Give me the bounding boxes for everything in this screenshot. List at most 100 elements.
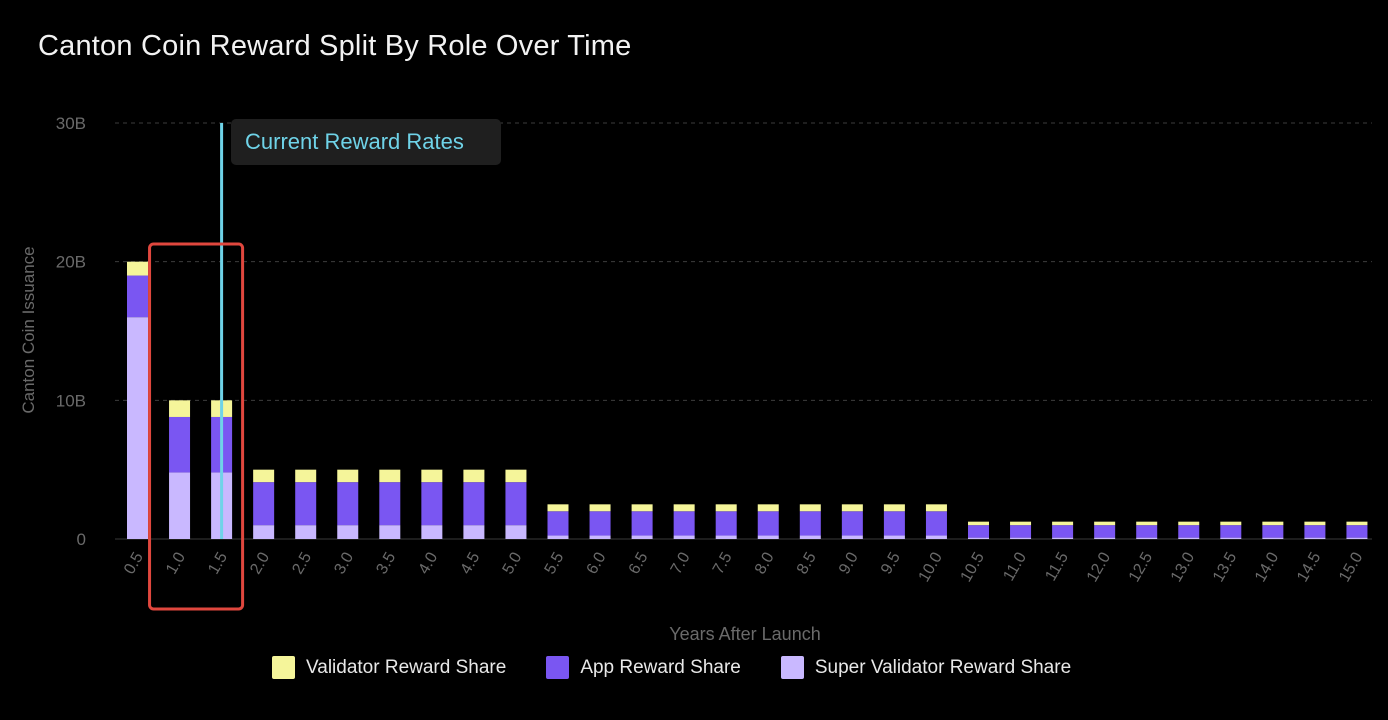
bar-segment xyxy=(1052,525,1074,538)
bar-segment xyxy=(715,535,737,539)
bar-segment xyxy=(1220,537,1242,539)
bar-segment xyxy=(1136,521,1158,526)
bar-segment xyxy=(505,482,527,526)
x-tick-label: 5.0 xyxy=(500,549,526,577)
bar-stack xyxy=(968,521,989,539)
bar-segment xyxy=(547,535,569,539)
bar-segment xyxy=(379,482,401,526)
bar-segment xyxy=(379,469,401,483)
annotation-box xyxy=(231,119,501,165)
y-tick-label: 20B xyxy=(56,253,86,272)
bar-stack xyxy=(1220,521,1242,539)
bar-stack xyxy=(1010,521,1032,539)
y-tick-label: 0 xyxy=(77,530,86,549)
bar-stack xyxy=(799,504,821,539)
bar-segment xyxy=(337,525,359,539)
x-tick-label: 13.0 xyxy=(1168,549,1198,585)
x-tick-label: 15.0 xyxy=(1336,549,1366,585)
x-tick-label: 3.0 xyxy=(331,549,357,577)
y-axis-label: Canton Coin Issuance xyxy=(19,246,38,413)
bar-segment xyxy=(1262,537,1284,539)
y-tick-label: 30B xyxy=(56,114,86,133)
y-tick-label: 10B xyxy=(56,391,86,410)
bar-segment xyxy=(1094,525,1116,538)
bar-segment xyxy=(841,504,863,512)
x-tick-label: 1.0 xyxy=(163,549,189,577)
bar-segment xyxy=(253,469,275,483)
x-tick-label: 8.0 xyxy=(752,549,778,577)
x-tick-label: 3.5 xyxy=(373,549,399,577)
bar-stack xyxy=(925,504,947,539)
bar-stack xyxy=(463,469,485,539)
bar-segment xyxy=(1010,521,1032,526)
bar-segment xyxy=(1178,537,1200,539)
bar-stack xyxy=(379,469,401,539)
y-axis-ticks: 0 10B 20B 30B xyxy=(56,114,86,549)
x-tick-label: 11.0 xyxy=(1000,549,1030,584)
x-tick-label: 2.0 xyxy=(247,549,273,577)
legend-label: Super Validator Reward Share xyxy=(814,656,1072,678)
x-tick-label: 7.5 xyxy=(710,549,736,577)
bar-segment xyxy=(841,535,863,539)
bar-segment xyxy=(421,469,443,483)
bar-segment xyxy=(127,317,148,539)
legend-swatch xyxy=(272,656,295,679)
x-tick-label: 0.5 xyxy=(121,549,147,577)
x-tick-label: 7.0 xyxy=(668,549,694,577)
annotation-label: Current Reward Rates xyxy=(245,129,464,154)
x-tick-label: 6.0 xyxy=(584,549,610,577)
bar-segment xyxy=(547,504,569,512)
bar-segment xyxy=(757,511,779,536)
x-tick-label: 13.5 xyxy=(1210,549,1240,585)
x-tick-label: 4.5 xyxy=(458,549,484,577)
x-tick-label: 14.0 xyxy=(1252,549,1282,585)
bar-segment xyxy=(505,469,527,483)
x-tick-label: 14.5 xyxy=(1294,549,1324,585)
bar-segment xyxy=(295,525,317,539)
bar-segment xyxy=(463,525,485,539)
bar-segment xyxy=(883,535,905,539)
bar-segment xyxy=(127,261,148,276)
bar-segment xyxy=(925,511,947,536)
x-tick-label: 8.5 xyxy=(794,549,820,577)
bar-segment xyxy=(1262,521,1284,526)
bar-segment xyxy=(631,504,653,512)
legend-item[interactable]: Super Validator Reward Share xyxy=(780,656,1072,679)
bar-segment xyxy=(1052,521,1074,526)
x-tick-label: 12.0 xyxy=(1084,549,1114,585)
bar-segment xyxy=(379,525,401,539)
bar-segment xyxy=(1346,521,1368,526)
bar-segment xyxy=(337,482,359,526)
bar-stack xyxy=(1262,521,1284,539)
bar-segment xyxy=(968,521,989,526)
bar-stack xyxy=(505,469,527,539)
bar-stack xyxy=(673,504,695,539)
bar-segment xyxy=(1094,537,1116,539)
bar-segment xyxy=(631,511,653,536)
bar-segment xyxy=(589,504,611,512)
bar-segment xyxy=(673,511,695,536)
bar-segment xyxy=(463,482,485,526)
bar-segment xyxy=(589,535,611,539)
x-tick-label: 12.5 xyxy=(1126,549,1156,585)
bar-stack xyxy=(253,469,275,539)
bar-stack xyxy=(1136,521,1158,539)
bar-segment xyxy=(883,504,905,512)
bar-segment xyxy=(799,511,821,536)
bar-segment xyxy=(757,535,779,539)
bar-segment xyxy=(631,535,653,539)
legend-label: Validator Reward Share xyxy=(306,656,507,678)
x-tick-label: 10.5 xyxy=(958,549,988,585)
bar-segment xyxy=(673,535,695,539)
bar-segment xyxy=(337,469,359,483)
bar-segment xyxy=(1136,537,1158,539)
x-tick-label: 1.5 xyxy=(205,549,231,577)
legend-item[interactable]: App Reward Share xyxy=(546,656,741,679)
legend-item[interactable]: Validator Reward Share xyxy=(272,656,506,679)
legend-label: App Reward Share xyxy=(580,656,741,678)
x-tick-label: 9.0 xyxy=(836,549,862,577)
bar-segment xyxy=(799,535,821,539)
bar-segment xyxy=(841,511,863,536)
bar-segment xyxy=(968,525,989,538)
